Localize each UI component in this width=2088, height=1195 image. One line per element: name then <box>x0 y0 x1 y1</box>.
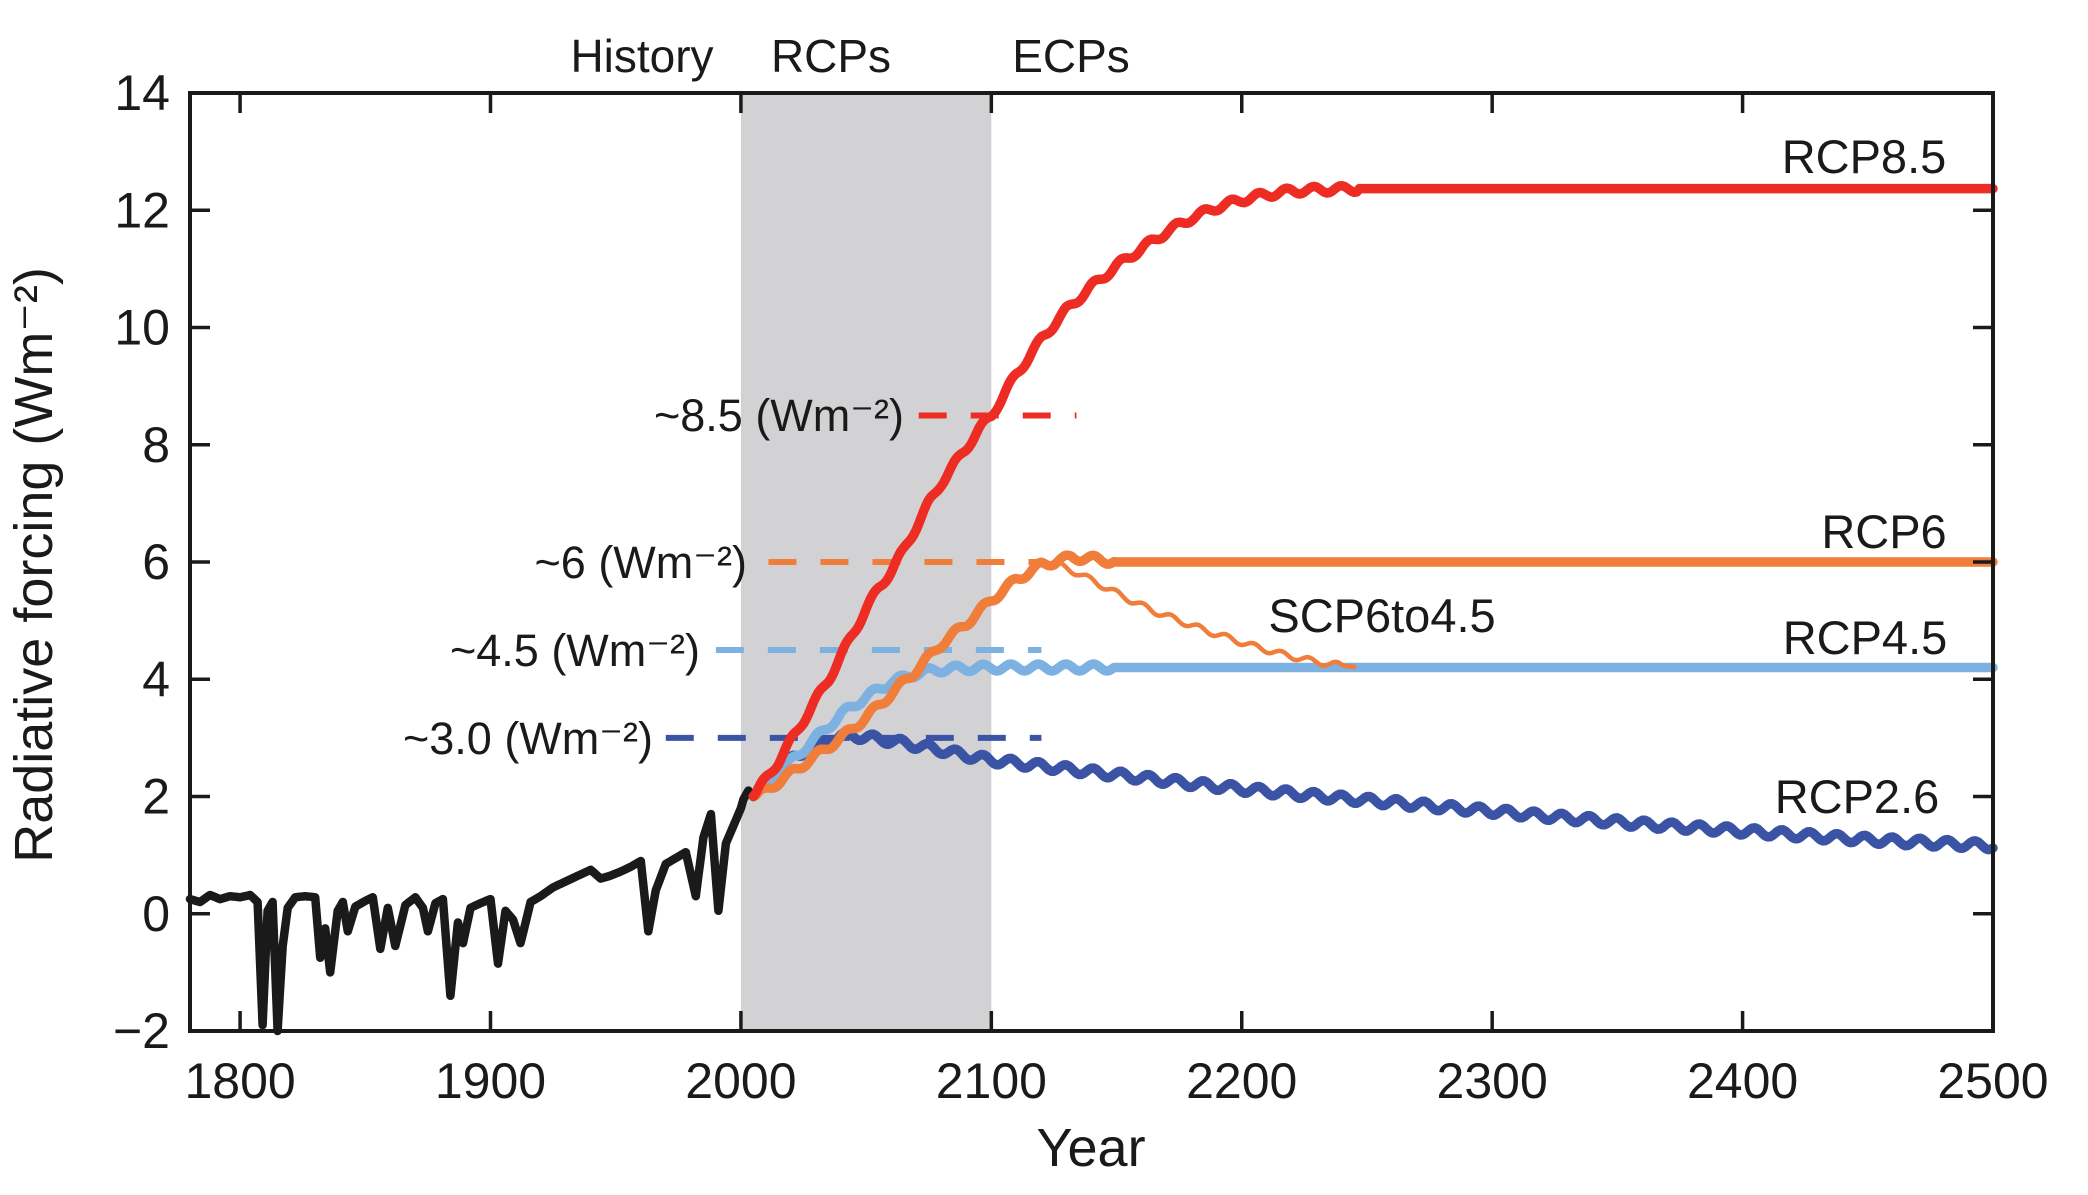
curve-label-rcp6: RCP6 <box>1821 505 1946 558</box>
x-tick-label: 1900 <box>435 1053 546 1109</box>
period-label-ecps: ECPs <box>1012 30 1130 82</box>
curve-label-rcp85: RCP8.5 <box>1782 130 1947 183</box>
curve-label-scp6to45: SCP6to4.5 <box>1268 589 1495 642</box>
series-curve-rcp45 <box>748 659 1998 802</box>
y-tick-label: 6 <box>142 534 170 590</box>
y-tick-label: −2 <box>113 1003 170 1059</box>
x-tick-label: 2100 <box>936 1053 1047 1109</box>
x-tick-label: 2200 <box>1186 1053 1297 1109</box>
curve-label-rcp26: RCP2.6 <box>1775 770 1940 823</box>
y-tick-label: 10 <box>114 300 170 356</box>
y-tick-label: 0 <box>142 886 170 942</box>
y-tick-label: 2 <box>142 769 170 825</box>
dash-label-4-5: ~4.5 (Wm⁻²) <box>450 625 700 676</box>
series-curve-rcp26 <box>748 727 1998 855</box>
period-label-history: History <box>570 30 713 82</box>
dash-label-6: ~6 (Wm⁻²) <box>535 537 747 588</box>
series-curve-history <box>185 786 758 1036</box>
series-curve-rcp6 <box>748 550 1998 802</box>
y-axis-title: Radiative forcing (Wm⁻²) <box>4 267 64 863</box>
period-label-rcps: RCPs <box>771 30 891 82</box>
series-curve-scp6to45 <box>1051 560 1357 670</box>
x-tick-label: 2300 <box>1437 1053 1548 1109</box>
dash-label-8-5: ~8.5 (Wm⁻²) <box>654 390 904 441</box>
dash-label-3-0: ~3.0 (Wm⁻²) <box>403 713 653 764</box>
y-tick-label: 12 <box>114 182 170 238</box>
x-axis-title: Year <box>1036 1118 1145 1178</box>
axis-layer: 1800 1900 2000 2100 2200 2300 2400 2500 −2 0 2 4 6 8 1… <box>113 65 2049 1109</box>
x-tick-label: 1800 <box>184 1053 295 1109</box>
x-tick-label: 2000 <box>685 1053 796 1109</box>
x-tick-label: 2400 <box>1687 1053 1798 1109</box>
series-curve-rcp85 <box>748 180 1998 802</box>
y-tick-label: 4 <box>142 651 170 707</box>
x-tick-label: 2500 <box>1937 1053 2048 1109</box>
y-tick-label: 8 <box>142 417 170 473</box>
curve-label-rcp45: RCP4.5 <box>1783 611 1948 664</box>
y-tick-label: 14 <box>114 65 170 121</box>
series-curve-layer <box>185 180 1998 1036</box>
